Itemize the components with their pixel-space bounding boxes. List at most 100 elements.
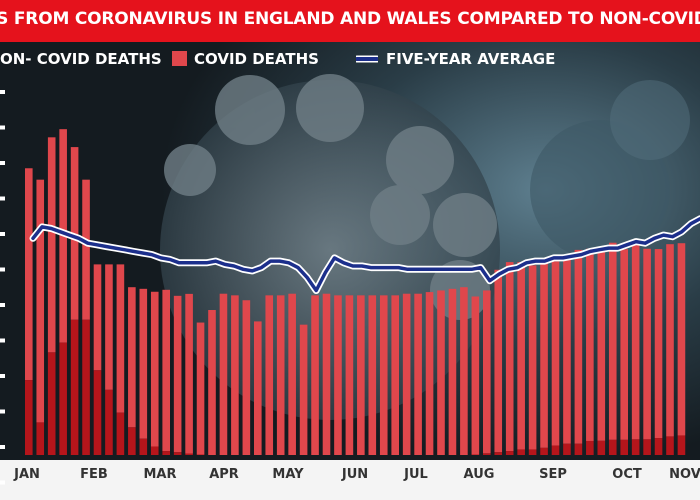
bar-non-covid [448, 288, 457, 455]
bar-covid [540, 447, 548, 455]
y-tick [0, 338, 5, 343]
bar-covid [574, 443, 583, 455]
bar-covid [528, 449, 537, 455]
bar-non-covid [654, 249, 663, 439]
bar-non-covid [551, 261, 560, 446]
y-tick [0, 445, 5, 449]
bar-covid [483, 453, 491, 455]
x-tick-label: JUN [341, 467, 368, 482]
bar-non-covid [299, 324, 308, 455]
bar-covid [173, 452, 182, 455]
bar-covid [93, 370, 102, 455]
bar-non-covid [505, 262, 514, 452]
x-tick-label: SEP [539, 467, 567, 482]
bar-covid [631, 439, 640, 455]
y-tick [0, 232, 5, 236]
bar-non-covid [322, 293, 331, 455]
chart-title: IS FROM CORONAVIRUS IN ENGLAND AND WALES… [0, 9, 700, 29]
bar-non-covid [47, 137, 56, 353]
bar-covid [150, 446, 159, 455]
bar-non-covid [288, 293, 296, 455]
y-tick [0, 374, 5, 378]
bar-covid [654, 438, 663, 455]
bar-non-covid [402, 293, 411, 455]
bar-non-covid [25, 168, 33, 381]
bar-non-covid [528, 265, 537, 450]
y-tick [0, 480, 5, 485]
bar-non-covid [357, 295, 365, 455]
x-tick-label: AUG [464, 467, 495, 482]
y-tick [0, 196, 5, 201]
bar-non-covid [563, 256, 571, 444]
bar-non-covid [105, 264, 113, 390]
bar-non-covid [185, 293, 193, 454]
bar-covid [36, 422, 45, 455]
bar-covid [608, 439, 617, 455]
y-tick [0, 161, 5, 165]
bar-covid [620, 439, 628, 455]
legend: ON- COVID DEATHS COVID DEATHS FIVE-YEAR … [0, 42, 700, 76]
x-tick-label: MAY [272, 467, 304, 482]
bar-covid [59, 342, 67, 455]
bar-non-covid [425, 292, 434, 455]
bar-covid [47, 352, 56, 455]
bar-non-covid [219, 293, 228, 455]
x-tick-label: FEB [80, 467, 108, 482]
bar-non-covid [242, 300, 251, 455]
bar-covid [25, 380, 33, 455]
bar-non-covid [196, 322, 205, 455]
bar-non-covid [254, 321, 262, 455]
bar-non-covid [597, 246, 606, 441]
bar-non-covid [437, 290, 445, 455]
bar-non-covid [460, 287, 468, 455]
bar-non-covid [643, 248, 651, 440]
bar-non-covid [379, 295, 388, 455]
bar-non-covid [150, 291, 159, 447]
bar-non-covid [162, 289, 170, 452]
bar-covid [677, 435, 686, 455]
bar-non-covid [139, 288, 148, 439]
x-tick-label: OCT [612, 467, 642, 482]
bar-non-covid [334, 295, 342, 455]
bar-non-covid [494, 269, 503, 453]
bar-non-covid [414, 293, 422, 455]
bar-non-covid [116, 264, 125, 413]
bar-non-covid [586, 248, 594, 441]
y-tick [0, 267, 5, 272]
bar-covid [563, 443, 571, 455]
bar-non-covid [540, 262, 548, 448]
bar-non-covid [311, 295, 319, 455]
bar-covid [505, 451, 514, 455]
bar-covid [597, 440, 606, 455]
bar-non-covid [631, 242, 640, 440]
bar-non-covid [620, 249, 628, 440]
x-tick-label: JAN [13, 467, 40, 482]
bar-covid [116, 412, 125, 455]
y-tick [0, 90, 5, 94]
bar-non-covid [517, 262, 525, 450]
bar-non-covid [82, 179, 90, 320]
x-tick-label: JUL [403, 467, 428, 482]
bar-non-covid [173, 295, 182, 453]
bar-non-covid [128, 287, 136, 428]
bar-covid [494, 452, 503, 455]
bar-covid [586, 440, 594, 455]
bar-non-covid [471, 296, 480, 455]
bar-covid [105, 389, 113, 455]
bar-covid [139, 438, 148, 455]
bar-non-covid [208, 310, 216, 455]
bar-covid [643, 439, 651, 455]
bar-non-covid [345, 295, 354, 455]
bar-non-covid [93, 264, 102, 371]
bar-covid [82, 319, 90, 455]
bar-non-covid [265, 295, 274, 455]
y-tick [0, 125, 5, 130]
bar-non-covid [36, 179, 45, 423]
bar-non-covid [574, 249, 583, 444]
average-line [31, 217, 700, 293]
bar-non-covid [666, 244, 674, 437]
x-tick-label: APR [209, 467, 239, 482]
bar-covid [162, 451, 170, 455]
bar-non-covid [231, 295, 239, 455]
